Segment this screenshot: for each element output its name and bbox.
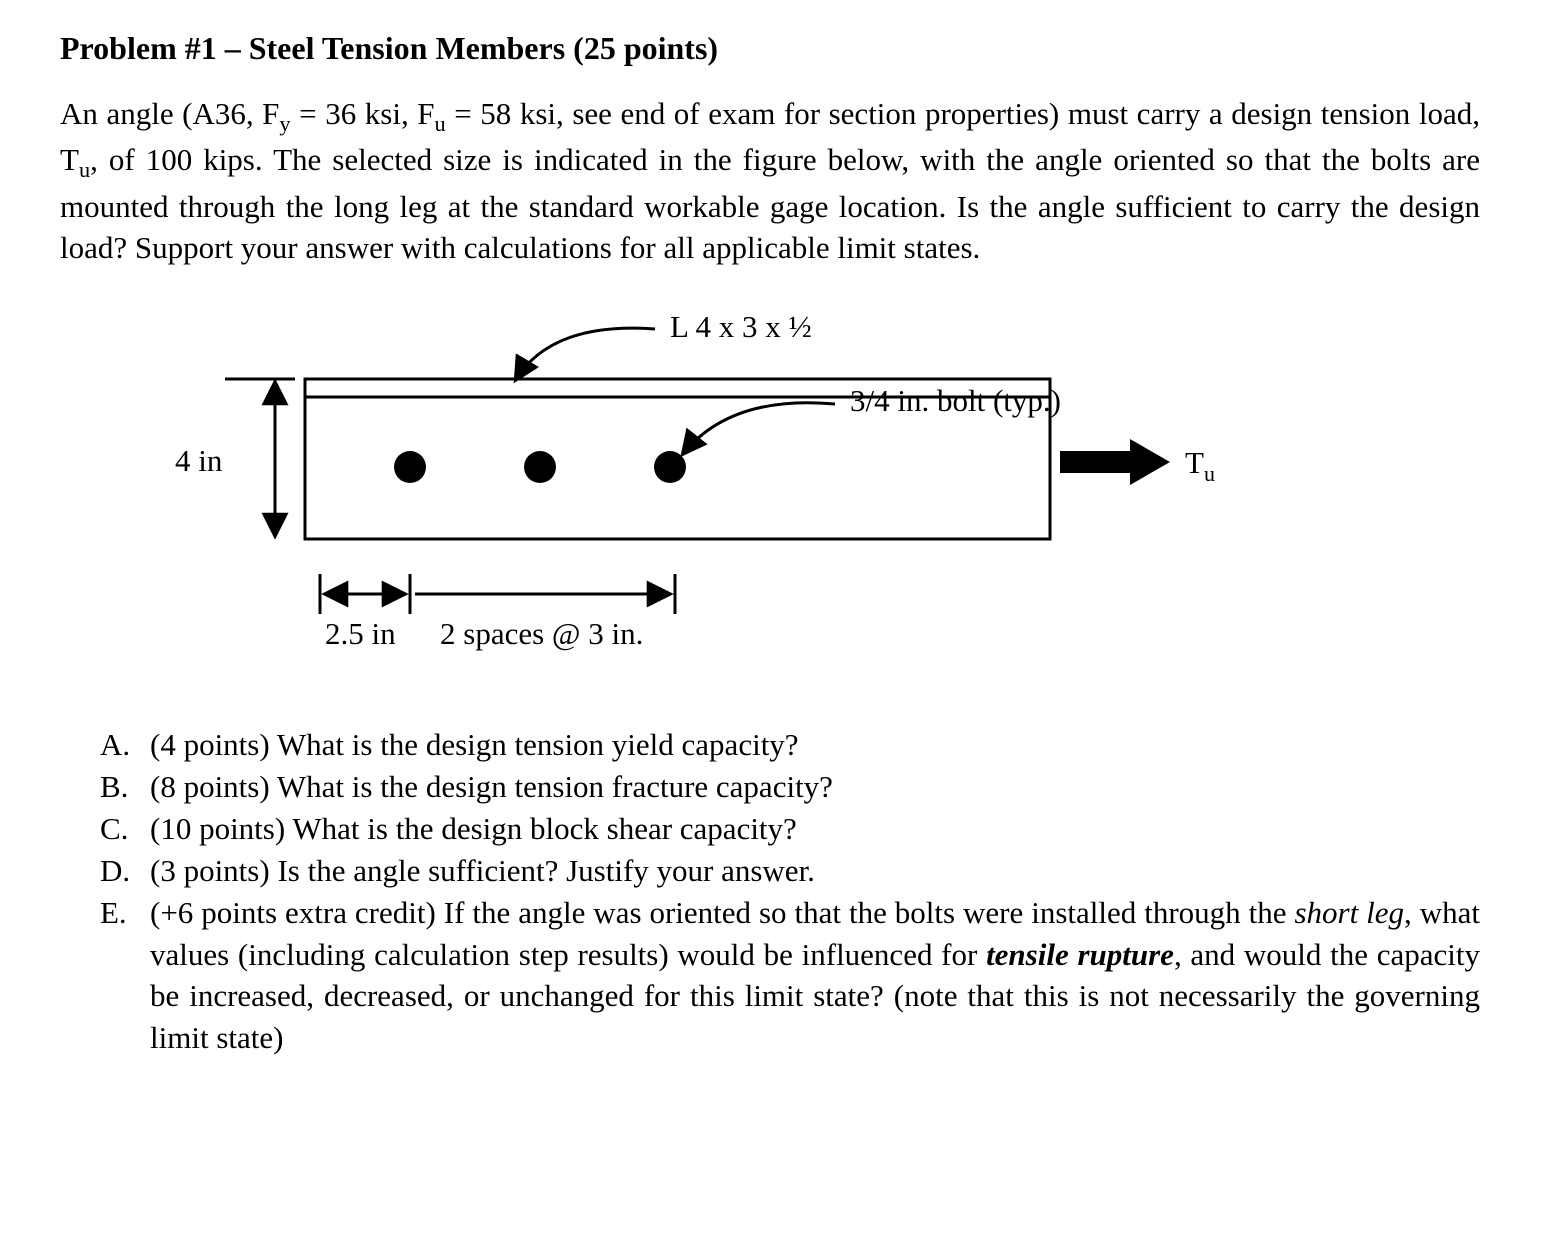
bolt-2 bbox=[524, 451, 556, 483]
question-body: What is the design tension fracture capa… bbox=[277, 769, 833, 804]
question-points: (10 points) bbox=[150, 811, 292, 846]
tensile-rupture-emphasis: tensile rupture bbox=[986, 937, 1174, 972]
question-points: (+6 points extra credit) bbox=[150, 895, 444, 930]
question-letter: E. bbox=[100, 892, 150, 1059]
question-letter: C. bbox=[100, 808, 150, 850]
height-dimension bbox=[225, 379, 295, 537]
question-letter: A. bbox=[100, 724, 150, 766]
short-leg-emphasis: short leg bbox=[1294, 895, 1404, 930]
spacing-label: 2 spaces @ 3 in. bbox=[440, 616, 643, 651]
bolt-label-leader bbox=[682, 403, 835, 455]
question-c: C. (10 points) What is the design block … bbox=[100, 808, 1480, 850]
para-frag-4: , of 100 kips. The selected size is indi… bbox=[60, 142, 1480, 265]
question-d: D. (3 points) Is the angle sufficient? J… bbox=[100, 850, 1480, 892]
subscript-y: y bbox=[279, 111, 290, 136]
load-arrow bbox=[1060, 439, 1170, 485]
question-list: A. (4 points) What is the design tension… bbox=[60, 724, 1480, 1059]
load-label-T: T bbox=[1185, 445, 1204, 480]
question-text: (+6 points extra credit) If the angle wa… bbox=[150, 892, 1480, 1059]
member-label-leader bbox=[515, 328, 655, 381]
tension-member-figure: L 4 x 3 x ½ 3/4 in. bolt (typ.) 4 in 2.5… bbox=[60, 299, 1480, 689]
problem-title: Problem #1 – Steel Tension Members (25 p… bbox=[60, 30, 1480, 67]
question-letter: D. bbox=[100, 850, 150, 892]
question-points: (8 points) bbox=[150, 769, 277, 804]
member-label: L 4 x 3 x ½ bbox=[670, 309, 812, 344]
edge-distance-label: 2.5 in bbox=[325, 616, 396, 651]
bolt-label: 3/4 in. bolt (typ.) bbox=[850, 383, 1061, 418]
bolt-group bbox=[394, 451, 686, 483]
question-points: (4 points) bbox=[150, 727, 277, 762]
question-e: E. (+6 points extra credit) If the angle… bbox=[100, 892, 1480, 1059]
bolt-3 bbox=[654, 451, 686, 483]
subscript-u-1: u bbox=[435, 111, 446, 136]
load-label-u: u bbox=[1204, 461, 1215, 486]
question-text: (8 points) What is the design tension fr… bbox=[150, 766, 1480, 808]
question-points: (3 points) bbox=[150, 853, 277, 888]
question-b: B. (8 points) What is the design tension… bbox=[100, 766, 1480, 808]
load-label: Tu bbox=[1185, 445, 1215, 486]
question-letter: B. bbox=[100, 766, 150, 808]
bolt-1 bbox=[394, 451, 426, 483]
question-text: (4 points) What is the design tension yi… bbox=[150, 724, 1480, 766]
question-body: What is the design tension yield capacit… bbox=[277, 727, 799, 762]
question-text: (10 points) What is the design block she… bbox=[150, 808, 1480, 850]
question-a: A. (4 points) What is the design tension… bbox=[100, 724, 1480, 766]
q-e-frag-1: If the angle was oriented so that the bo… bbox=[444, 895, 1295, 930]
problem-statement: An angle (A36, Fy = 36 ksi, Fu = 58 ksi,… bbox=[60, 93, 1480, 269]
exam-page: Problem #1 – Steel Tension Members (25 p… bbox=[0, 0, 1550, 1248]
question-text: (3 points) Is the angle sufficient? Just… bbox=[150, 850, 1480, 892]
subscript-u-2: u bbox=[79, 157, 90, 182]
height-label: 4 in bbox=[175, 443, 223, 478]
question-body: What is the design block shear capacity? bbox=[292, 811, 796, 846]
question-body: Is the angle sufficient? Justify your an… bbox=[277, 853, 815, 888]
para-frag-1: An angle (A36, F bbox=[60, 96, 279, 131]
para-frag-2: = 36 ksi, F bbox=[291, 96, 435, 131]
bottom-dimensions bbox=[320, 574, 675, 614]
